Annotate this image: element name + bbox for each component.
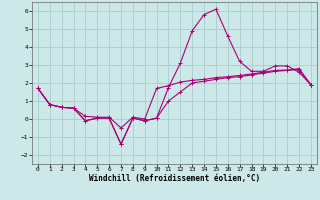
X-axis label: Windchill (Refroidissement éolien,°C): Windchill (Refroidissement éolien,°C) <box>89 174 260 183</box>
